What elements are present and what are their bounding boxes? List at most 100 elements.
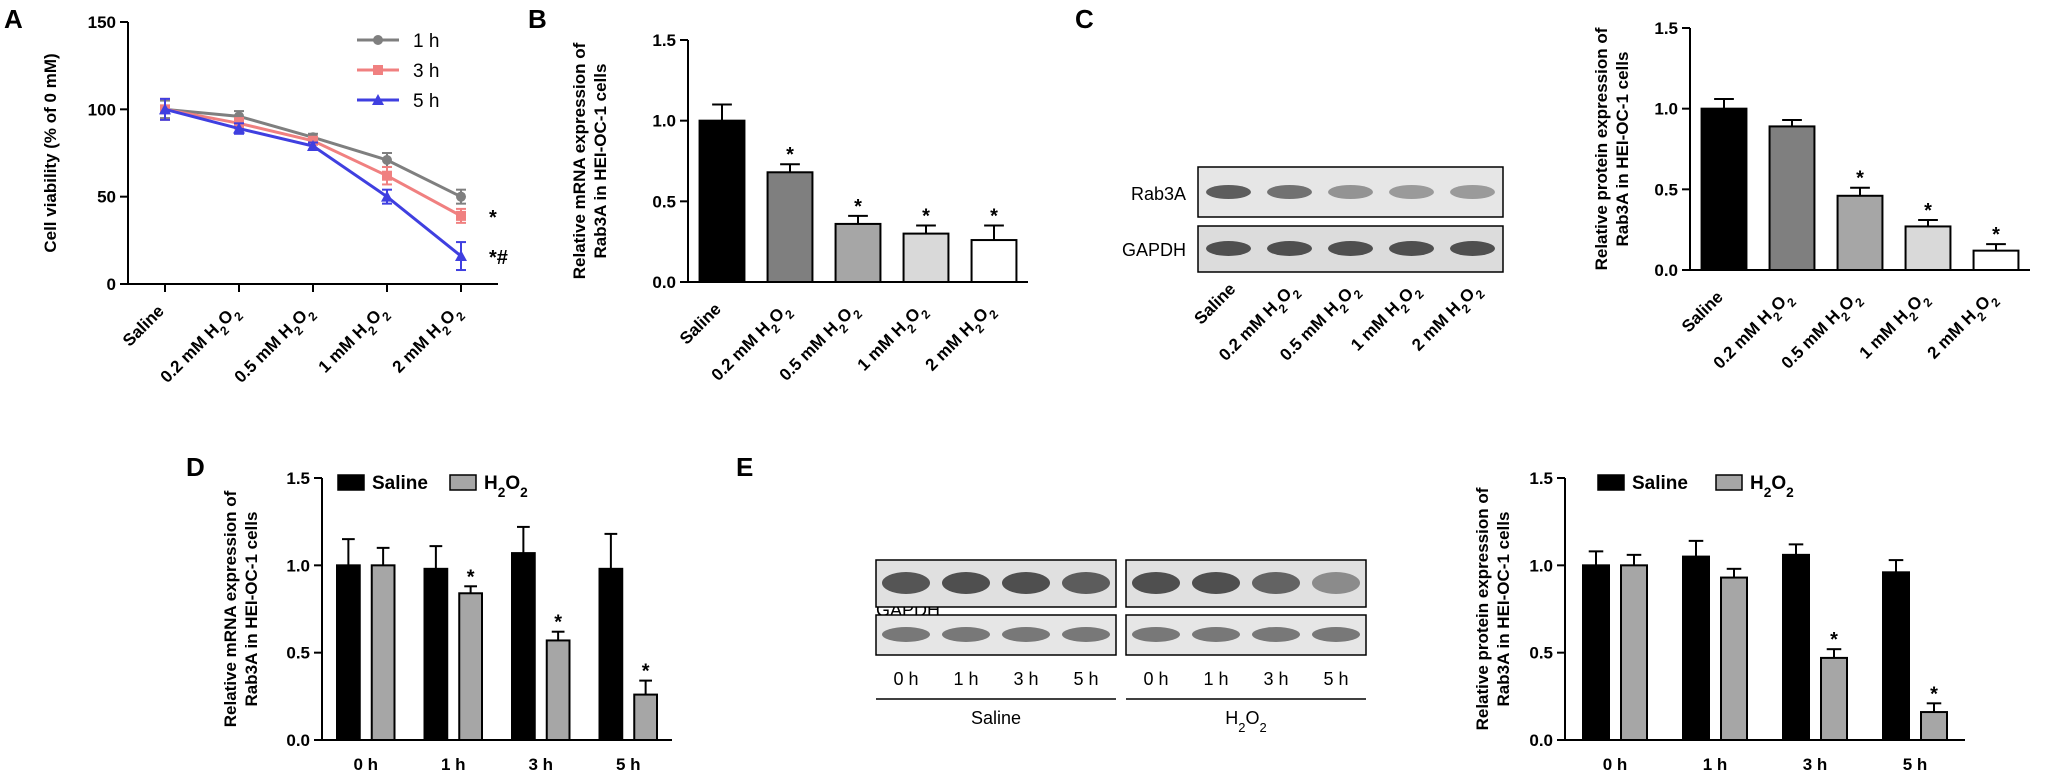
data-point [456, 210, 466, 221]
y-axis-label: Rab3A in HEI-OC-1 cells [1494, 512, 1513, 707]
band-rab3a [1328, 185, 1373, 199]
x-category-label: 1 mM H2O2 [315, 301, 395, 381]
lane-label: 5 h [1323, 669, 1348, 689]
band-gapdh [942, 627, 990, 642]
significance-marker: * [854, 196, 862, 218]
band-gapdh [1450, 241, 1495, 256]
band-gapdh [1389, 241, 1434, 256]
significance-marker: * [642, 661, 650, 683]
x-category-label: 1 h [441, 755, 466, 774]
lane-label: 3 h [1013, 669, 1038, 689]
x-category-label: 3 h [1803, 755, 1828, 774]
significance-marker: * [786, 144, 794, 166]
lane-label: 1 h [1203, 669, 1228, 689]
bar-chart-c: 0.0 0.5 1.0 1.5 Relative protein expression … [1592, 19, 2030, 377]
band-gapdh [1267, 241, 1312, 256]
bar [370, 564, 396, 741]
y-tick-label: 0.5 [1654, 180, 1678, 199]
band-gapdh [1328, 241, 1373, 256]
bar [1820, 656, 1848, 742]
y-tick-label: 0.0 [1654, 261, 1678, 280]
data-point [233, 122, 245, 134]
lane-label: 1 h [953, 669, 978, 689]
y-axis-label: Rab3A in HEI-OC-1 cells [1613, 52, 1632, 247]
x-category-label: Saline [119, 301, 168, 350]
band-gapdh [1062, 627, 1110, 642]
legend-swatch [337, 474, 365, 491]
y-tick-label: 1.0 [652, 112, 676, 131]
band-rab3a [1062, 572, 1110, 594]
y-tick-label: 100 [88, 100, 116, 119]
y-tick-label: 1.5 [1529, 469, 1553, 488]
lane-label: 0 h [893, 669, 918, 689]
x-category-label: 0.2 mM H2O2 [157, 301, 247, 391]
series-line [164, 107, 462, 218]
bar [458, 592, 483, 742]
data-point [382, 170, 392, 181]
data-point [456, 191, 466, 202]
band-rab3a [1002, 572, 1050, 594]
panel-label-e: E [736, 452, 753, 482]
y-axis-label: Relative protein expression of [1473, 487, 1492, 730]
legend-swatch [1715, 474, 1743, 491]
significance-marker: * [1830, 629, 1838, 651]
group-label: Saline [971, 708, 1021, 728]
significance-marker: * [1930, 683, 1938, 705]
bar-chart-b: 0.0 0.5 1.0 1.5 Relative mRNA expression of R… [570, 31, 1028, 389]
legend-label: Saline [1632, 473, 1688, 494]
bar [1620, 564, 1648, 741]
bar [1720, 576, 1748, 741]
band-gapdh [1312, 627, 1360, 642]
x-category-label: 1 mM H2O2 [854, 299, 934, 379]
bar-chart-d: 0.0 0.5 1.0 1.5 Relative mRNA expression of R… [221, 469, 672, 774]
band-rab3a [1312, 572, 1360, 594]
bar [1904, 225, 1952, 272]
data-point [455, 250, 467, 262]
x-category-label: 0 h [1603, 755, 1628, 774]
bar [1582, 564, 1610, 741]
significance-marker: * [1856, 168, 1864, 190]
x-category-label: 2 mM H2O2 [922, 299, 1002, 379]
legend-marker [372, 94, 384, 105]
blot-row-label: GAPDH [1122, 240, 1186, 260]
bar [423, 567, 449, 741]
legend-label: Saline [372, 473, 428, 494]
band-rab3a [1192, 572, 1240, 594]
bar [598, 567, 624, 741]
x-category-label: 1 h [1703, 755, 1728, 774]
x-category-label: 3 h [528, 755, 553, 774]
bar [1700, 107, 1748, 271]
y-axis-label: Relative mRNA expression of [221, 490, 240, 727]
band-gapdh [1002, 627, 1050, 642]
band-rab3a [1132, 572, 1180, 594]
significance-marker: * [922, 206, 930, 228]
bar [766, 171, 814, 283]
y-axis-label: Cell viability (% of 0 mM) [41, 53, 60, 252]
y-tick-label: 0.5 [286, 644, 310, 663]
x-category-label: 0 h [353, 755, 378, 774]
panel-label-b: B [528, 4, 547, 34]
data-point [381, 190, 393, 202]
x-category-label: 5 h [616, 755, 641, 774]
legend-marker [373, 35, 383, 45]
y-tick-label: 1.0 [1529, 556, 1553, 575]
y-axis-label: Relative protein expression of [1592, 27, 1611, 270]
y-tick-label: 0.0 [286, 731, 310, 750]
data-point [159, 103, 171, 115]
significance-marker: * [467, 566, 475, 588]
band-gapdh [1206, 241, 1251, 256]
y-axis-label: Rab3A in HEI-OC-1 cells [242, 512, 261, 707]
y-tick-label: 1.5 [1654, 19, 1678, 38]
x-category-label: 2 mM H2O2 [389, 301, 469, 381]
bar [1836, 194, 1884, 271]
y-tick-label: 1.5 [286, 469, 310, 488]
y-tick-label: 1.5 [652, 31, 676, 50]
y-tick-label: 0.0 [1529, 731, 1553, 750]
significance-marker: * [554, 612, 562, 634]
significance-marker: * [489, 207, 497, 229]
band-gapdh [1132, 627, 1180, 642]
data-point [382, 154, 392, 165]
band-gapdh [882, 627, 930, 642]
